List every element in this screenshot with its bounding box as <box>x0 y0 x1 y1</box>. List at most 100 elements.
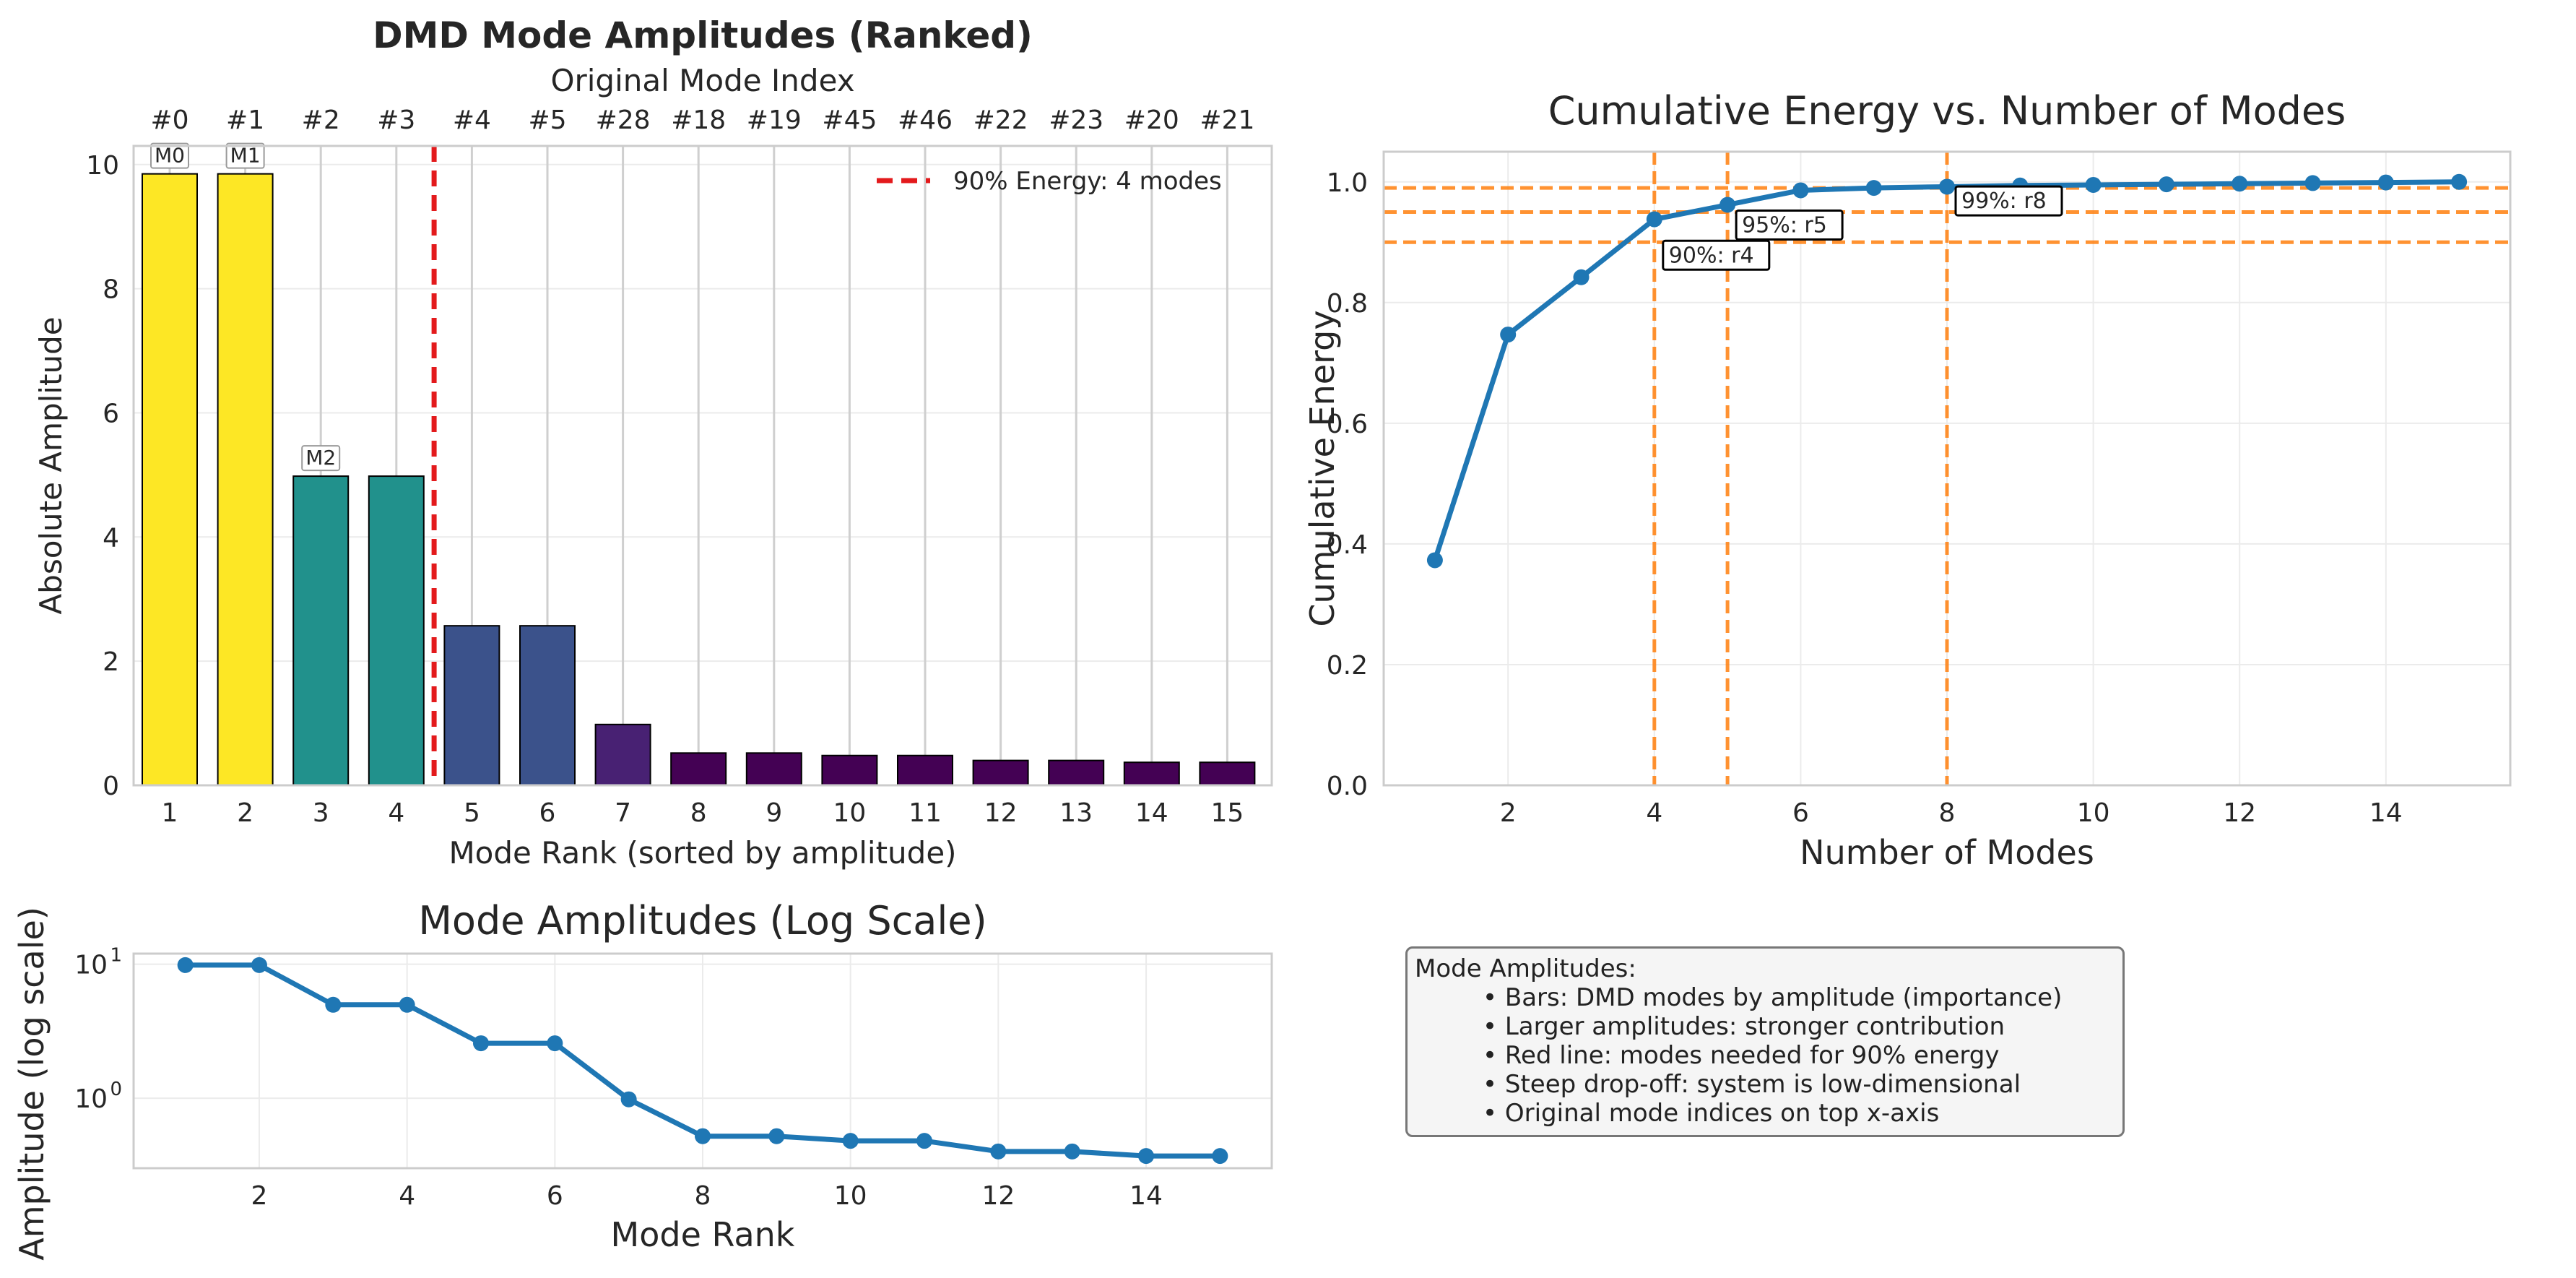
y-tick-label: 8 <box>103 275 119 305</box>
x-tick-label: 11 <box>908 798 942 828</box>
plot-frame <box>132 144 1273 787</box>
y-tick-label: 10 <box>74 951 108 980</box>
y-tick-label: 0 <box>103 772 119 801</box>
plot-frame <box>1382 150 2512 787</box>
data-point <box>2158 176 2174 193</box>
bar <box>443 625 500 787</box>
top-tick-label: #28 <box>596 105 651 135</box>
x-tick-label: 2 <box>1500 798 1517 828</box>
top-tick-label: #45 <box>822 105 877 135</box>
threshold-label: 99%: r8 <box>1961 189 2047 214</box>
x-tick-label: 2 <box>237 798 253 828</box>
chart-title: Mode Amplitudes (Log Scale) <box>418 898 986 944</box>
bar-annotation-label: M1 <box>230 144 261 168</box>
bar <box>821 754 878 787</box>
threshold-label-box <box>1662 239 1771 271</box>
x-tick-label: 6 <box>547 1181 563 1211</box>
x-tick-label: 12 <box>2223 798 2256 828</box>
bar <box>1048 759 1105 787</box>
threshold-label: 90%: r4 <box>1669 243 1754 268</box>
data-point <box>472 1035 489 1052</box>
data-point <box>2377 174 2394 191</box>
x-tick-label: 7 <box>615 798 631 828</box>
bar <box>292 475 350 787</box>
data-point <box>2232 176 2248 192</box>
data-point <box>1939 178 1955 195</box>
y-axis-label: Amplitude (log scale) <box>12 907 51 1261</box>
y-tick-label: 1.0 <box>1327 168 1368 198</box>
x-tick-label: 1 <box>162 798 178 828</box>
bar-annotation-box <box>301 445 341 472</box>
data-point <box>620 1091 637 1108</box>
y-tick-label: 6 <box>103 399 119 428</box>
bar <box>519 625 576 787</box>
x-tick-label: 14 <box>1135 798 1168 828</box>
chart-title: DMD Mode Amplitudes (Ranked) <box>373 14 1033 56</box>
top-tick-label: #22 <box>973 105 1028 135</box>
x-tick-label: 14 <box>2369 798 2403 828</box>
x-tick-label: 12 <box>981 1181 1015 1211</box>
bar <box>1199 761 1256 787</box>
x-tick-label: 10 <box>2077 798 2110 828</box>
bar <box>217 173 274 787</box>
x-tick-label: 2 <box>251 1181 268 1211</box>
x-axis-label: Mode Rank (sorted by amplitude) <box>448 835 956 871</box>
top-axis-label: Original Mode Index <box>550 63 854 98</box>
data-point <box>1792 182 1809 199</box>
y-tick-label: 0.6 <box>1327 410 1368 439</box>
data-point <box>547 1035 563 1052</box>
bar <box>594 723 651 787</box>
bar-annotation-box <box>225 142 265 169</box>
y-tick-label: 2 <box>103 647 119 677</box>
bar <box>368 475 425 787</box>
x-tick-label: 6 <box>539 798 556 828</box>
bar <box>972 759 1029 787</box>
x-tick-label: 3 <box>313 798 329 828</box>
notes-item: • Steep drop-off: system is low-dimensio… <box>1483 1070 2021 1099</box>
x-axis-label: Number of Modes <box>1800 833 2094 872</box>
bar <box>1123 761 1180 787</box>
bar <box>670 752 727 787</box>
data-point <box>1500 327 1517 343</box>
data-point <box>695 1128 711 1144</box>
x-tick-label: 8 <box>690 798 707 828</box>
x-axis-label: Mode Rank <box>611 1215 795 1254</box>
chart-title: Cumulative Energy vs. Number of Modes <box>1548 88 2346 134</box>
x-tick-label: 14 <box>1129 1181 1163 1211</box>
data-point <box>177 957 194 973</box>
x-tick-label: 12 <box>984 798 1018 828</box>
data-point <box>1064 1143 1080 1160</box>
top-tick-label: #18 <box>671 105 726 135</box>
x-tick-label: 10 <box>833 798 866 828</box>
y-tick-label: 10 <box>86 151 119 181</box>
threshold-label-box <box>1735 210 1844 241</box>
x-tick-label: 4 <box>388 798 404 828</box>
x-tick-label: 15 <box>1210 798 1244 828</box>
top-tick-label: #19 <box>747 105 802 135</box>
data-point <box>1573 269 1590 285</box>
y-tick-label: 4 <box>103 523 119 553</box>
data-point <box>842 1133 859 1149</box>
bar <box>745 752 802 787</box>
bar <box>897 754 953 787</box>
y-tick-exponent: 1 <box>110 945 122 967</box>
data-point <box>916 1133 933 1149</box>
top-tick-label: #5 <box>528 105 566 135</box>
y-axis-label: Cumulative Energy <box>1303 310 1342 626</box>
data-point <box>990 1143 1007 1160</box>
top-tick-label: #46 <box>898 105 953 135</box>
top-tick-label: #23 <box>1049 105 1103 135</box>
x-tick-label: 6 <box>1792 798 1809 828</box>
y-tick-label: 0.4 <box>1327 530 1368 560</box>
y-tick-label: 0.8 <box>1327 289 1368 319</box>
x-tick-label: 4 <box>399 1181 415 1211</box>
x-tick-label: 10 <box>834 1181 867 1211</box>
data-point <box>1646 211 1662 228</box>
data-point <box>325 996 342 1013</box>
threshold-label: 95%: r5 <box>1742 213 1827 238</box>
top-tick-label: #3 <box>377 105 415 135</box>
notes-box: Mode Amplitudes: • Bars: DMD modes by am… <box>1405 946 2125 1137</box>
data-point <box>1212 1148 1228 1165</box>
notes-item: • Original mode indices on top x-axis <box>1483 1099 1940 1128</box>
